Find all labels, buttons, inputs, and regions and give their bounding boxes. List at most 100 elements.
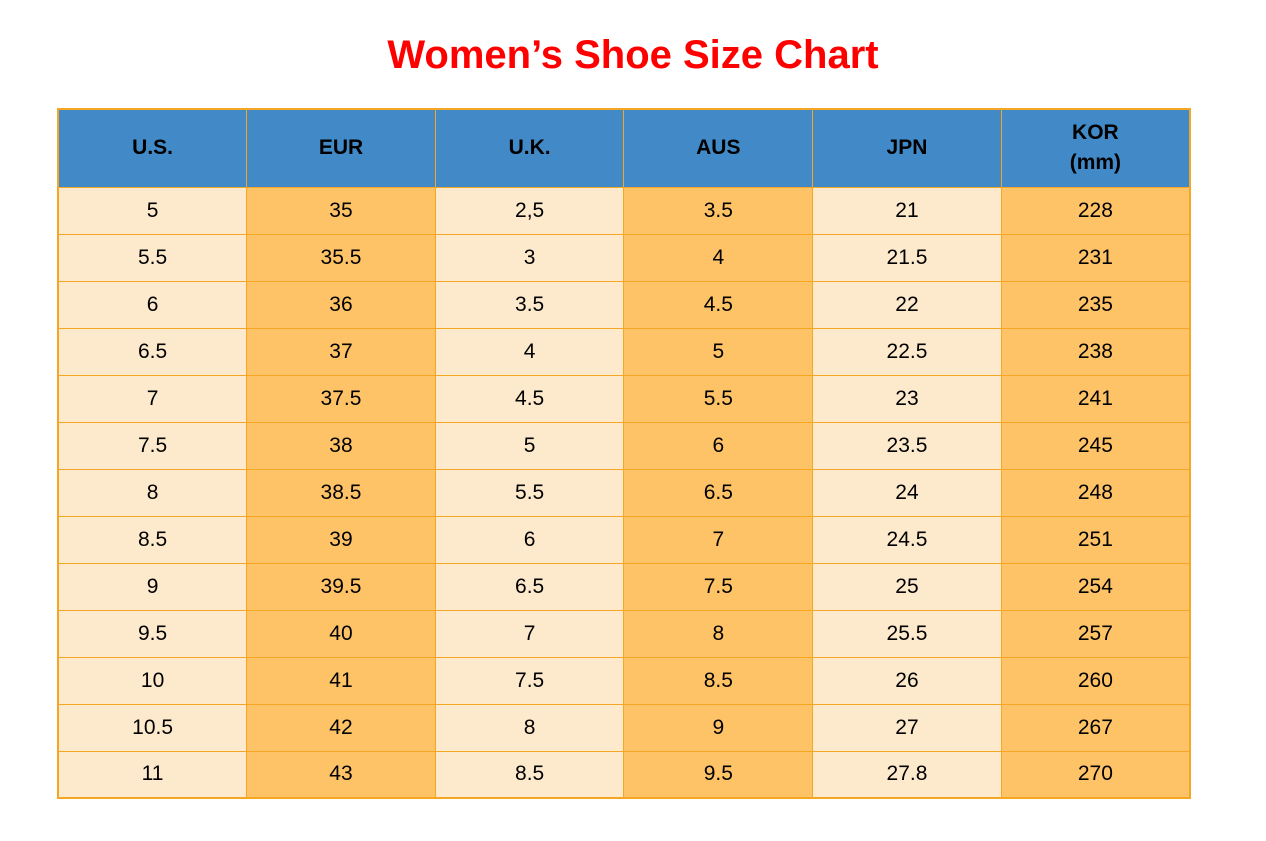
table-cell: 4 xyxy=(434,327,625,376)
table-cell: 6.5 xyxy=(623,468,814,517)
table-cell: 5 xyxy=(623,327,814,376)
table-cell: 22.5 xyxy=(812,327,1002,376)
table-cell: 7.5 xyxy=(434,656,625,705)
table-cell: 7.5 xyxy=(623,562,814,611)
table-cell: 41 xyxy=(246,656,436,705)
table-cell: 37 xyxy=(246,327,436,376)
table-cell: 257 xyxy=(1000,609,1191,658)
table-row: 11 43 8.5 9.5 27.8 270 xyxy=(57,750,1191,799)
table-cell: 39.5 xyxy=(246,562,436,611)
table-cell: 9.5 xyxy=(623,750,814,799)
table-cell: 241 xyxy=(1000,374,1191,423)
table-cell: 42 xyxy=(246,703,436,752)
page-title: Women’s Shoe Size Chart xyxy=(387,33,879,77)
table-cell: 10 xyxy=(57,656,248,705)
table-cell: 25 xyxy=(812,562,1002,611)
table-cell: 39 xyxy=(246,515,436,564)
table-cell: 228 xyxy=(1000,186,1191,235)
table-cell: 270 xyxy=(1000,750,1191,799)
table-cell: 248 xyxy=(1000,468,1191,517)
table-cell: 43 xyxy=(246,750,436,799)
table-row: 6.5 37 4 5 22.5 238 xyxy=(57,327,1191,376)
table-cell: 260 xyxy=(1000,656,1191,705)
table-cell: 235 xyxy=(1000,280,1191,329)
header-row: U.S. EUR U.K. AUS JPN KOR (mm) xyxy=(57,108,1191,188)
header-cell-jpn: JPN xyxy=(812,108,1002,188)
table-cell: 9 xyxy=(57,562,248,611)
table-cell: 35 xyxy=(246,186,436,235)
table-cell: 6.5 xyxy=(57,327,248,376)
table-cell: 27.8 xyxy=(812,750,1002,799)
table-row: 5 35 2,5 3.5 21 228 xyxy=(57,186,1191,235)
table-row: 10.5 42 8 9 27 267 xyxy=(57,703,1191,752)
table-cell: 21.5 xyxy=(812,233,1002,282)
table-cell: 267 xyxy=(1000,703,1191,752)
table-cell: 6 xyxy=(434,515,625,564)
table-row: 5.5 35.5 3 4 21.5 231 xyxy=(57,233,1191,282)
table-cell: 8.5 xyxy=(434,750,625,799)
table-cell: 254 xyxy=(1000,562,1191,611)
table-row: 6 36 3.5 4.5 22 235 xyxy=(57,280,1191,329)
header-cell-uk: U.K. xyxy=(434,108,625,188)
table-cell: 7 xyxy=(57,374,248,423)
table-cell: 238 xyxy=(1000,327,1191,376)
table-cell: 9.5 xyxy=(57,609,248,658)
table-cell: 35.5 xyxy=(246,233,436,282)
table-cell: 9 xyxy=(623,703,814,752)
table-cell: 245 xyxy=(1000,421,1191,470)
table-body: 5 35 2,5 3.5 21 228 5.5 35.5 3 4 21.5 231 6 36 3.5 4.5 2… xyxy=(57,186,1191,799)
table-cell: 5 xyxy=(57,186,248,235)
table-cell: 11 xyxy=(57,750,248,799)
table-cell: 38 xyxy=(246,421,436,470)
table-cell: 27 xyxy=(812,703,1002,752)
table-cell: 23.5 xyxy=(812,421,1002,470)
table-cell: 36 xyxy=(246,280,436,329)
table-cell: 5 xyxy=(434,421,625,470)
header-cell-kor: KOR (mm) xyxy=(1000,108,1191,188)
table-cell: 5.5 xyxy=(434,468,625,517)
table-cell: 8.5 xyxy=(623,656,814,705)
table-cell: 23 xyxy=(812,374,1002,423)
table-cell: 4 xyxy=(623,233,814,282)
table-cell: 6 xyxy=(57,280,248,329)
table-cell: 3 xyxy=(434,233,625,282)
table-row: 7 37.5 4.5 5.5 23 241 xyxy=(57,374,1191,423)
table-cell: 4.5 xyxy=(434,374,625,423)
table-cell: 6 xyxy=(623,421,814,470)
table-cell: 7.5 xyxy=(57,421,248,470)
header-cell-eur: EUR xyxy=(246,108,436,188)
table-cell: 26 xyxy=(812,656,1002,705)
table-cell: 4.5 xyxy=(623,280,814,329)
table-cell: 40 xyxy=(246,609,436,658)
table-cell: 8 xyxy=(623,609,814,658)
table-cell: 24.5 xyxy=(812,515,1002,564)
table-cell: 37.5 xyxy=(246,374,436,423)
table-cell: 2,5 xyxy=(434,186,625,235)
shoe-size-table: U.S. EUR U.K. AUS JPN KOR (mm) 5 35 2,5 3.5… xyxy=(57,108,1191,799)
table-cell: 38.5 xyxy=(246,468,436,517)
table-cell: 7 xyxy=(434,609,625,658)
header-cell-aus: AUS xyxy=(623,108,814,188)
table-row: 7.5 38 5 6 23.5 245 xyxy=(57,421,1191,470)
table-cell: 10.5 xyxy=(57,703,248,752)
table-cell: 8 xyxy=(434,703,625,752)
table-row: 9.5 40 7 8 25.5 257 xyxy=(57,609,1191,658)
table-header: U.S. EUR U.K. AUS JPN KOR (mm) xyxy=(57,108,1191,188)
table-cell: 3.5 xyxy=(434,280,625,329)
table-cell: 21 xyxy=(812,186,1002,235)
table-row: 10 41 7.5 8.5 26 260 xyxy=(57,656,1191,705)
table-cell: 6.5 xyxy=(434,562,625,611)
table-cell: 25.5 xyxy=(812,609,1002,658)
table-cell: 251 xyxy=(1000,515,1191,564)
table-row: 8.5 39 6 7 24.5 251 xyxy=(57,515,1191,564)
table-cell: 3.5 xyxy=(623,186,814,235)
header-cell-us: U.S. xyxy=(57,108,248,188)
table-cell: 8 xyxy=(57,468,248,517)
table-cell: 5.5 xyxy=(623,374,814,423)
table-row: 8 38.5 5.5 6.5 24 248 xyxy=(57,468,1191,517)
table-cell: 231 xyxy=(1000,233,1191,282)
table-cell: 5.5 xyxy=(57,233,248,282)
table-cell: 7 xyxy=(623,515,814,564)
table-cell: 22 xyxy=(812,280,1002,329)
